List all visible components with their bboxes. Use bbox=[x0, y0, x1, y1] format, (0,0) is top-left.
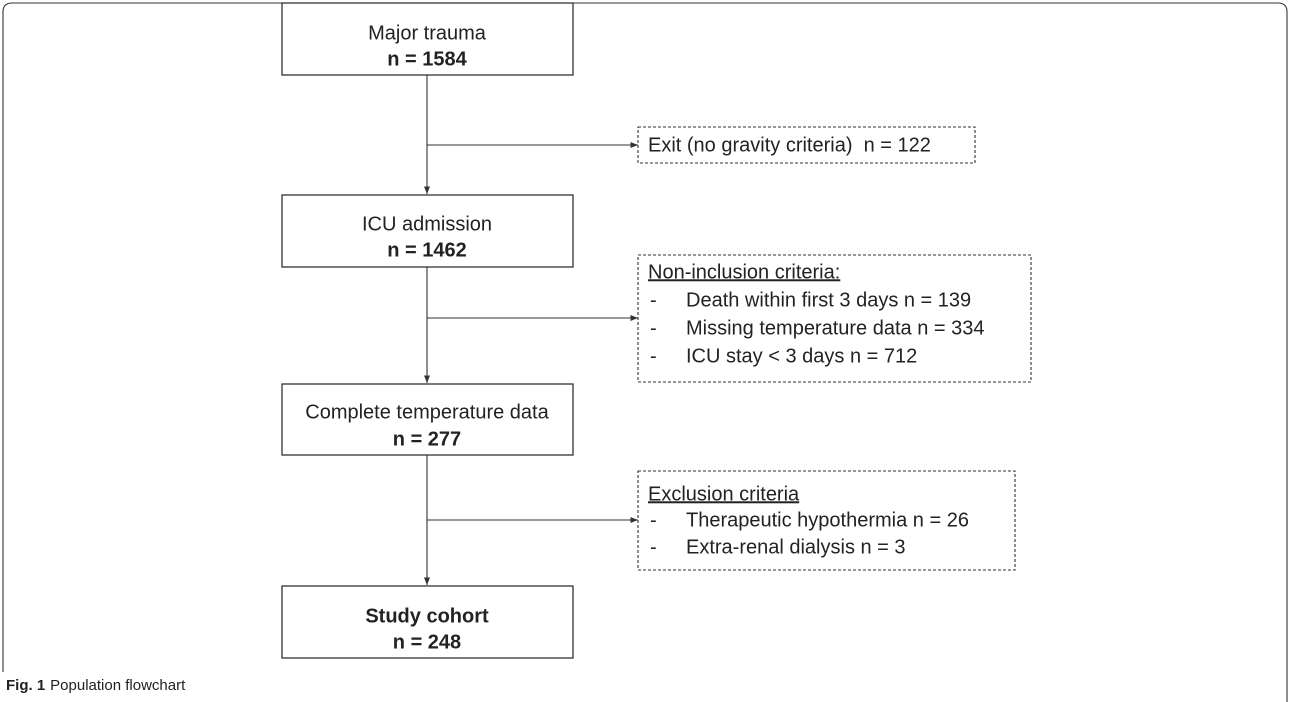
caption: Fig. 1 Population flowchart bbox=[6, 677, 186, 694]
exit-item: ICU stay < 3 days n = 712 bbox=[686, 345, 917, 367]
exit-box bbox=[637, 470, 1016, 571]
node-box bbox=[281, 194, 574, 268]
exit-item: Death within first 3 days n = 139 bbox=[686, 289, 971, 311]
node-box bbox=[281, 585, 574, 659]
exit-item: Extra-renal dialysis n = 3 bbox=[686, 536, 906, 558]
bullet: - bbox=[650, 345, 657, 367]
exit-box bbox=[637, 126, 976, 164]
caption-text: Population flowchart bbox=[50, 677, 186, 694]
exit-title: Non-inclusion criteria: bbox=[648, 261, 840, 283]
exit-label: Exit (no gravity criteria) n = 122 bbox=[648, 134, 931, 156]
node-count: n = 248 bbox=[393, 631, 461, 653]
exit-box bbox=[637, 254, 1032, 383]
node-count: n = 277 bbox=[393, 428, 461, 450]
node-label: Major trauma bbox=[368, 22, 487, 44]
exit-title: Exclusion criteria bbox=[648, 483, 800, 505]
exit-item: Therapeutic hypothermia n = 26 bbox=[686, 509, 969, 531]
node-label: Study cohort bbox=[365, 605, 489, 627]
bullet: - bbox=[650, 509, 657, 531]
exit-item: Missing temperature data n = 334 bbox=[686, 317, 985, 339]
node-count: n = 1584 bbox=[387, 48, 467, 70]
caption-label: Fig. 1 bbox=[6, 677, 45, 694]
bullet: - bbox=[650, 289, 657, 311]
node-label: Complete temperature data bbox=[305, 401, 549, 423]
bullet: - bbox=[650, 536, 657, 558]
node-count: n = 1462 bbox=[387, 239, 467, 261]
node-label: ICU admission bbox=[362, 213, 492, 235]
bullet: - bbox=[650, 317, 657, 339]
